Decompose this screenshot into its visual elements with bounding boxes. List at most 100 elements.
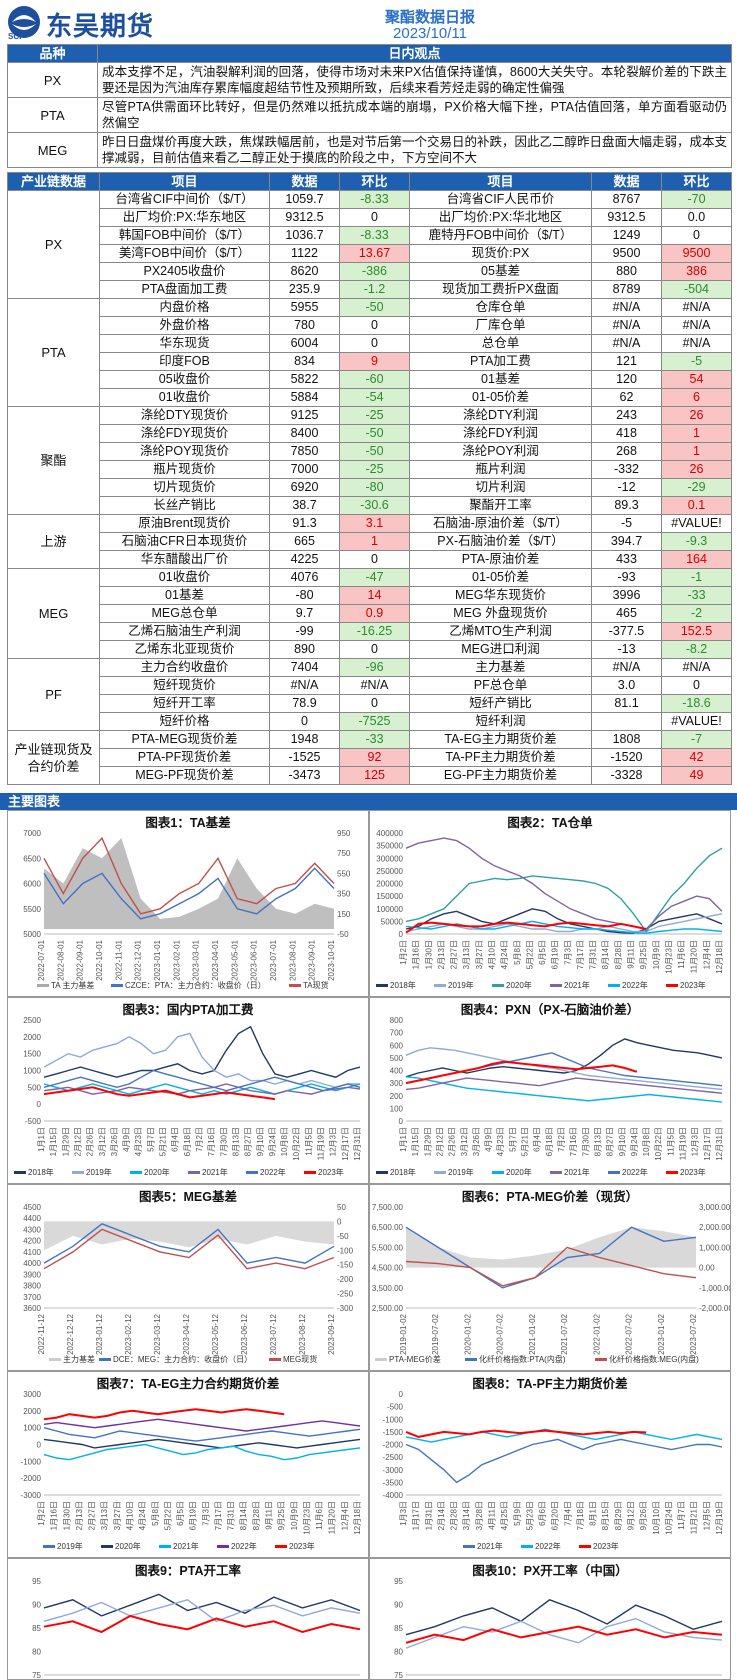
x-tick-label: 2023-04-01	[211, 939, 220, 980]
x-tick-label: 8月13日	[231, 1127, 240, 1156]
x-tick-label: 3月27日	[113, 1501, 122, 1530]
y2-tick-label: 2,000.00	[699, 1223, 730, 1232]
y-tick-label: 4000	[23, 1259, 41, 1268]
x-tick-label: 12月17日	[703, 1127, 712, 1161]
item-label: 长丝产销比	[99, 496, 270, 515]
x-tick-label: 1月30日	[424, 940, 433, 969]
item-label: 现货价:PX	[409, 244, 592, 263]
chart-title: 图表8：TA-PF主力期货价差	[472, 1377, 628, 1391]
x-tick-label: 8月28日	[252, 1501, 261, 1530]
item-change: -25	[339, 460, 410, 479]
legend-swatch	[188, 1171, 200, 1174]
x-tick-label: 6月5日	[538, 940, 547, 965]
item-change: -50	[339, 442, 410, 461]
x-tick-label: 11月6日	[315, 1501, 324, 1530]
item-label: PX2405收盘价	[99, 262, 270, 281]
item-change: -50	[339, 424, 410, 443]
item-label: PTA-MEG现货价差	[99, 730, 270, 749]
y-tick-label: 400000	[376, 829, 403, 838]
item-value: #N/A	[591, 298, 662, 317]
item-value: 7000	[269, 460, 340, 479]
legend-label: 2018年	[28, 1167, 54, 1177]
legend-label: 2020年	[506, 980, 532, 990]
item-change: 14	[339, 586, 410, 605]
x-tick-label: 1月29日	[423, 1127, 432, 1156]
legend-swatch	[275, 1545, 287, 1548]
legend-label: 2020年	[506, 1167, 532, 1177]
x-tick-label: 4月24日	[138, 1501, 147, 1530]
item-value: 9.7	[269, 604, 340, 623]
x-tick-label: 7月31日	[227, 1501, 236, 1530]
series-line	[43, 1614, 361, 1634]
item-change: 0	[339, 208, 410, 227]
legend-swatch	[43, 1545, 55, 1548]
legend-label: 化纤价格指数:MEG(内盘)	[609, 1354, 699, 1364]
x-tick-label: 8月14日	[601, 940, 610, 969]
item-value: 780	[269, 316, 340, 335]
item-change: -29	[661, 478, 732, 497]
y-tick-label: -1500	[383, 1428, 404, 1437]
y-tick-label: 7000	[23, 829, 41, 838]
y-tick-label: 500	[390, 1054, 404, 1063]
item-value: 121	[591, 352, 662, 371]
item-label: TA-PF主力期货价差	[409, 748, 592, 767]
item-label: 聚酯开工率	[409, 496, 592, 515]
item-value: -99	[269, 622, 340, 641]
y-tick-label: 100000	[376, 905, 403, 914]
item-value: 5955	[269, 298, 340, 317]
y-tick-label: 1000	[23, 1424, 41, 1433]
table-row: PTA 内盘价格 5955 -50 仓库仓单 #N/A #N/A	[7, 298, 732, 407]
y2-tick-label: 3,000.00	[699, 1203, 730, 1212]
charts-grid: 图表1：TA基差 7000 6500 6000 5500 5000 950 750 550 350…	[7, 810, 731, 1680]
x-tick-label: 10月9日	[652, 940, 661, 969]
views-row-name: PX	[7, 62, 98, 98]
item-label: PTA盘面加工费	[99, 280, 270, 299]
y-tick-label: 50000	[381, 917, 404, 926]
y-tick-label: 5500	[23, 905, 41, 914]
item-change: -7525	[339, 712, 410, 731]
y-tick-label: 350000	[376, 842, 403, 851]
x-tick-label: 11月5日	[666, 1127, 675, 1156]
x-tick-label: 10月22日	[292, 1127, 301, 1161]
item-value: 1059.7	[269, 190, 340, 209]
legend-label: 2019年	[57, 1541, 83, 1551]
item-value: #N/A	[591, 658, 662, 677]
y2-tick-label: 950	[337, 829, 351, 838]
item-label: 01-05价差	[409, 568, 592, 587]
item-label: 涤纶POY现货价	[99, 442, 270, 461]
x-tick-label: 12月18日	[715, 940, 724, 974]
legend-label: 化纤价格指数:PTA(内盘)	[479, 1354, 566, 1364]
item-change: -8.33	[339, 226, 410, 245]
item-change: 6	[661, 388, 732, 407]
x-tick-label: 7月3日	[563, 940, 572, 965]
y-tick-label: 1000	[23, 1067, 41, 1076]
x-tick-label: 9月24日	[268, 1127, 277, 1156]
series-line	[405, 1047, 723, 1091]
x-tick-label: 6月18日	[183, 1127, 192, 1156]
item-value: 433	[591, 550, 662, 569]
x-tick-label: 8月14日	[239, 1501, 248, 1530]
item-change: -96	[339, 658, 410, 677]
y2-tick-label: -50	[337, 930, 349, 939]
item-change: -1	[661, 568, 732, 587]
item-value: 1808	[591, 730, 662, 749]
series-line	[405, 920, 723, 934]
series-line	[43, 1025, 361, 1078]
views-row: PTA 尽管PTA供需面环比转好，但是仍然难以抵抗成本端的崩塌，PX价格大幅下挫…	[7, 97, 732, 133]
item-change: 26	[661, 460, 732, 479]
x-tick-label: 10月23日	[302, 1501, 311, 1535]
legend-label: 2021年	[202, 1167, 228, 1177]
table-row: 乙烯东北亚现货价 890 0 MEG进口利润 -13 -8.2	[8, 640, 732, 659]
legend-label: 2021年	[564, 980, 590, 990]
item-change: 54	[661, 370, 732, 389]
item-label: 韩国FOB中间价（$/T）	[99, 226, 270, 245]
y-tick-label: 500	[28, 1083, 42, 1092]
legend-swatch	[434, 1171, 446, 1174]
item-value: -12	[591, 478, 662, 497]
item-change: 0	[661, 676, 732, 695]
x-tick-label: 2022-01-02	[592, 1313, 601, 1354]
brand-sub: SCF	[8, 32, 24, 41]
item-value: -3328	[591, 766, 662, 785]
y-tick-label: 4,500.00	[372, 1264, 404, 1273]
x-tick-label: 5月7日	[146, 1127, 155, 1152]
